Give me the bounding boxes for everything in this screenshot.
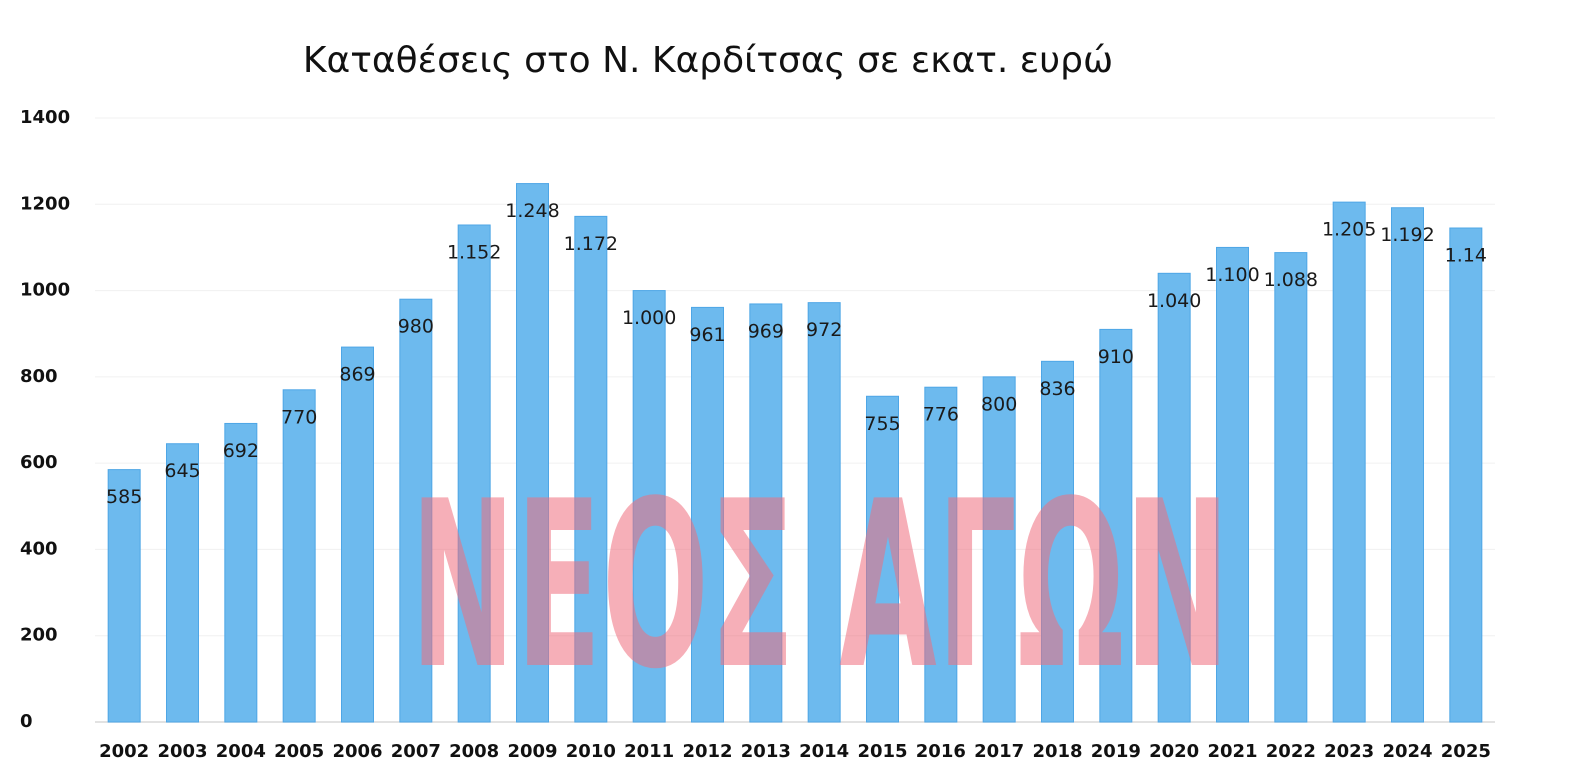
- data-label: 755: [864, 413, 900, 435]
- x-tick-label: 2025: [1441, 741, 1491, 762]
- data-label: 972: [806, 319, 842, 341]
- x-tick-label: 2007: [391, 741, 441, 762]
- bar: [1449, 227, 1483, 723]
- x-tick-label: 2017: [974, 741, 1024, 762]
- data-label: 1.172: [564, 233, 618, 255]
- bar: [691, 306, 724, 723]
- bar: [1274, 252, 1308, 723]
- x-tick-label: 2016: [916, 741, 966, 762]
- data-label: 961: [689, 324, 725, 346]
- x-tick-label: 2003: [157, 741, 207, 762]
- y-tick-label: 600: [20, 452, 58, 473]
- bar: [1041, 360, 1074, 723]
- bar: [1391, 207, 1424, 723]
- bar: [632, 290, 666, 723]
- x-tick-label: 2014: [799, 741, 849, 762]
- x-tick-label: 2024: [1382, 741, 1432, 762]
- bar: [1216, 246, 1249, 723]
- x-tick-label: 2008: [449, 741, 499, 762]
- data-label: 1.100: [1205, 264, 1259, 286]
- y-tick-label: 1400: [20, 107, 70, 128]
- x-tick-label: 2002: [99, 741, 149, 762]
- bar: [457, 224, 491, 723]
- bar: [866, 395, 899, 723]
- x-tick-label: 2021: [1207, 741, 1257, 762]
- data-label: 800: [981, 393, 1017, 415]
- data-label: 1.14: [1445, 245, 1487, 267]
- bar: [982, 376, 1016, 723]
- bar: [224, 422, 258, 723]
- x-tick-label: 2006: [332, 741, 382, 762]
- bar: [924, 386, 958, 723]
- bar: [166, 443, 199, 723]
- data-label: 1.192: [1380, 224, 1434, 246]
- bar: [807, 302, 841, 723]
- x-tick-label: 2005: [274, 741, 324, 762]
- data-label: 1.205: [1322, 219, 1376, 241]
- data-label: 1.152: [447, 241, 501, 263]
- data-label: 1.040: [1147, 290, 1201, 312]
- data-label: 1.088: [1264, 269, 1318, 291]
- x-tick-label: 2010: [566, 741, 616, 762]
- x-tick-label: 2013: [741, 741, 791, 762]
- data-label: 692: [223, 440, 259, 462]
- bar: [341, 346, 374, 723]
- data-label: 910: [1098, 346, 1134, 368]
- data-label: 585: [106, 486, 142, 508]
- bar: [1157, 272, 1191, 723]
- bar: [749, 303, 783, 723]
- bar: [107, 469, 141, 723]
- x-tick-label: 2004: [216, 741, 266, 762]
- x-tick-label: 2022: [1266, 741, 1316, 762]
- data-label: 770: [281, 406, 317, 428]
- bar: [282, 389, 316, 723]
- x-tick-label: 2018: [1032, 741, 1082, 762]
- y-tick-label: 1000: [20, 280, 70, 301]
- data-label: 969: [748, 320, 784, 342]
- bar: [399, 298, 433, 723]
- x-tick-label: 2019: [1091, 741, 1141, 762]
- y-tick-label: 0: [20, 711, 33, 732]
- bar: [574, 215, 608, 723]
- y-tick-label: 1200: [20, 193, 70, 214]
- y-tick-label: 800: [20, 366, 58, 387]
- data-label: 869: [339, 364, 375, 386]
- data-label: 980: [398, 316, 434, 338]
- x-tick-label: 2012: [682, 741, 732, 762]
- chart-title: Καταθέσεις στο Ν. Καρδίτσας σε εκατ. ευρ…: [303, 40, 1113, 81]
- bar: [1099, 328, 1133, 723]
- x-tick-label: 2015: [857, 741, 907, 762]
- x-tick-label: 2020: [1149, 741, 1199, 762]
- data-label: 836: [1039, 378, 1075, 400]
- bar: [516, 183, 549, 723]
- x-tick-label: 2009: [507, 741, 557, 762]
- y-tick-label: 400: [20, 538, 58, 559]
- watermark: ΝΕΟΣ ΑΓΩΝ: [410, 453, 1230, 720]
- data-label: 1.248: [505, 200, 559, 222]
- x-tick-label: 2023: [1324, 741, 1374, 762]
- data-label: 1.000: [622, 307, 676, 329]
- data-label: 776: [923, 404, 959, 426]
- data-label: 645: [164, 460, 200, 482]
- y-tick-label: 200: [20, 625, 58, 646]
- bar: [1332, 201, 1366, 723]
- x-tick-label: 2011: [624, 741, 674, 762]
